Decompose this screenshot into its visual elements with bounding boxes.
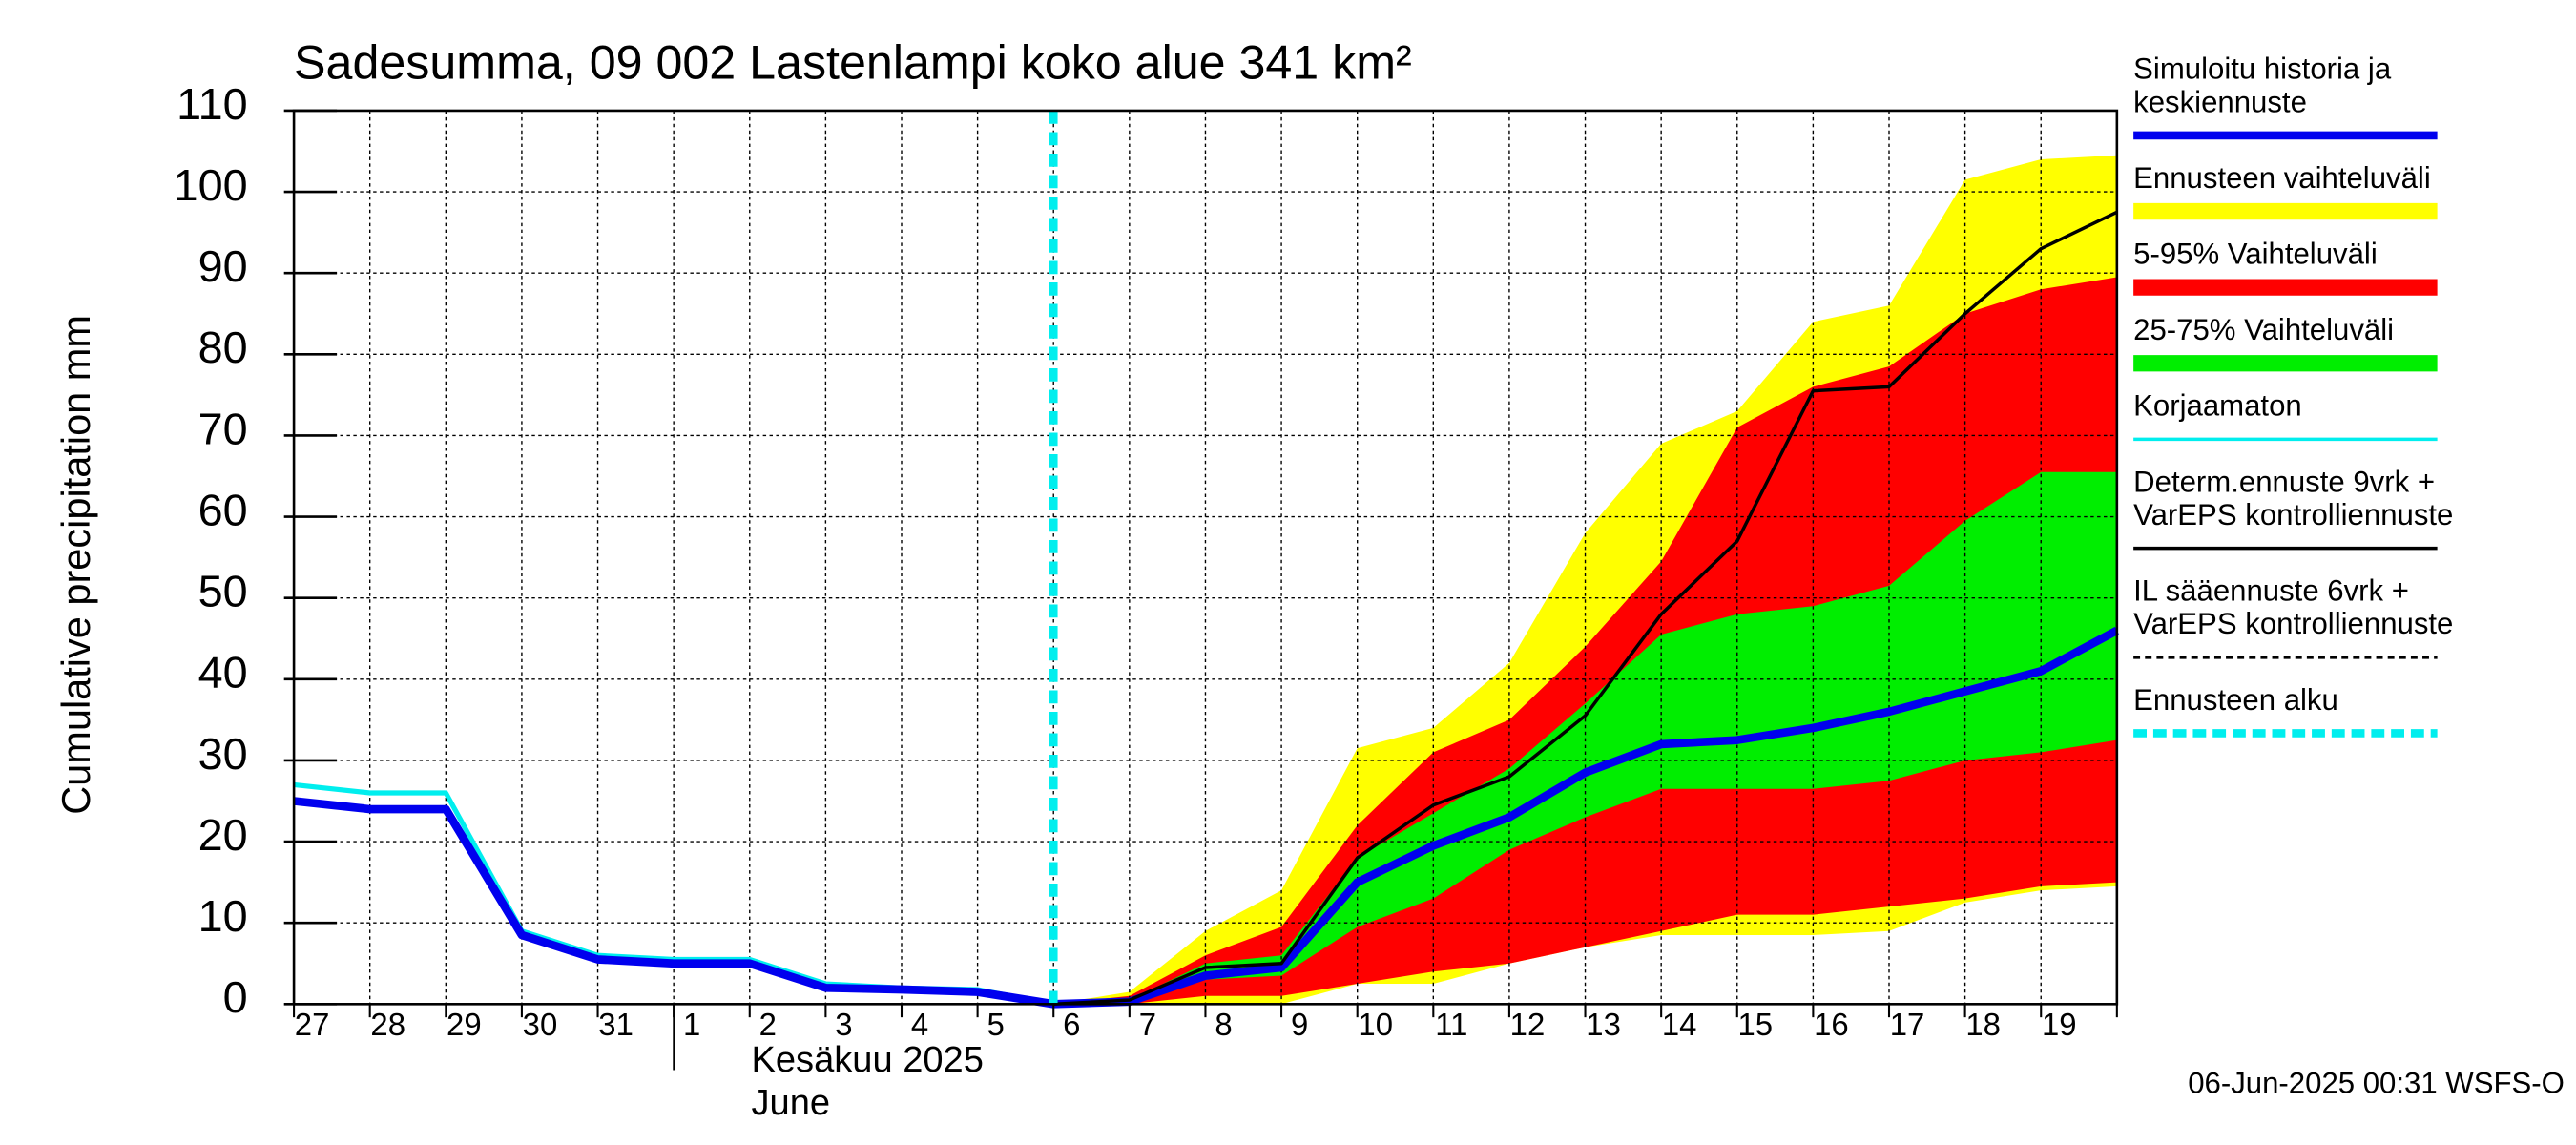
x-tick-label: 14 [1662,1007,1697,1042]
line [1053,210,2118,1007]
x-tick-label: 6 [1063,1007,1080,1042]
x-tick-label: 28 [370,1007,405,1042]
legend-label: Korjaamaton [2133,389,2302,423]
y-tick-label: 90 [198,241,248,291]
x-tick-label: 7 [1139,1007,1156,1042]
x-tick-label: 31 [598,1007,634,1042]
chart-title: Sadesumma, 09 002 Lastenlampi koko alue … [294,35,1412,89]
band [1053,277,2117,1005]
legend-label: Simuloitu historia ja [2133,52,2392,86]
legend-label: IL sääennuste 6vrk + [2133,574,2409,608]
y-axis-label: Cumulative precipitation mm [53,315,98,815]
band [1053,471,2117,1005]
y-tick-label: 20 [198,810,248,860]
x-tick-label: 8 [1215,1007,1232,1042]
y-tick-label: 40 [198,648,248,697]
x-tick-label: 29 [447,1007,482,1042]
y-tick-label: 50 [198,567,248,616]
x-tick-label: 15 [1738,1007,1774,1042]
y-tick-label: 80 [198,323,248,372]
x-tick-label: 5 [987,1007,1005,1042]
y-tick-label: 60 [198,485,248,534]
x-tick-label: 19 [2042,1007,2077,1042]
y-tick-label: 30 [198,729,248,779]
x-tick-label: 11 [1435,1007,1467,1042]
y-tick-label: 100 [174,160,248,210]
month-label: June [751,1083,830,1123]
line [293,626,2119,1009]
y-tick-label: 10 [198,891,248,941]
x-tick-label: 1 [683,1007,700,1042]
legend-label: 5-95% Vaihteluväli [2133,238,2378,271]
x-tick-label: 9 [1291,1007,1308,1042]
x-tick-label: 27 [295,1007,330,1042]
legend-label: keskiennuste [2133,85,2307,118]
x-tick-label: 18 [1965,1007,2001,1042]
y-tick-label: 0 [223,972,248,1022]
legend-label: Ennusteen vaihteluväli [2133,161,2431,195]
y-tick-label: 70 [198,404,248,453]
legend-label: VarEPS kontrolliennuste [2133,498,2453,531]
x-tick-label: 16 [1814,1007,1849,1042]
month-label: Kesäkuu 2025 [751,1040,983,1080]
legend-label: 25-75% Vaihteluväli [2133,313,2394,346]
x-tick-label: 12 [1510,1007,1546,1042]
footer: 06-Jun-2025 00:31 WSFS-O [2188,1066,2565,1099]
x-tick-label: 3 [835,1007,852,1042]
x-tick-label: 4 [911,1007,928,1042]
legend-label: Ennusteen alku [2133,683,2338,717]
legend-label: Determ.ennuste 9vrk + [2133,465,2435,498]
y-tick-label: 110 [177,79,247,129]
x-tick-label: 2 [759,1007,777,1042]
x-tick-label: 30 [523,1007,558,1042]
legend-label: VarEPS kontrolliennuste [2133,607,2453,640]
x-tick-label: 10 [1358,1007,1393,1042]
x-tick-label: 13 [1586,1007,1621,1042]
x-tick-label: 17 [1890,1007,1925,1042]
